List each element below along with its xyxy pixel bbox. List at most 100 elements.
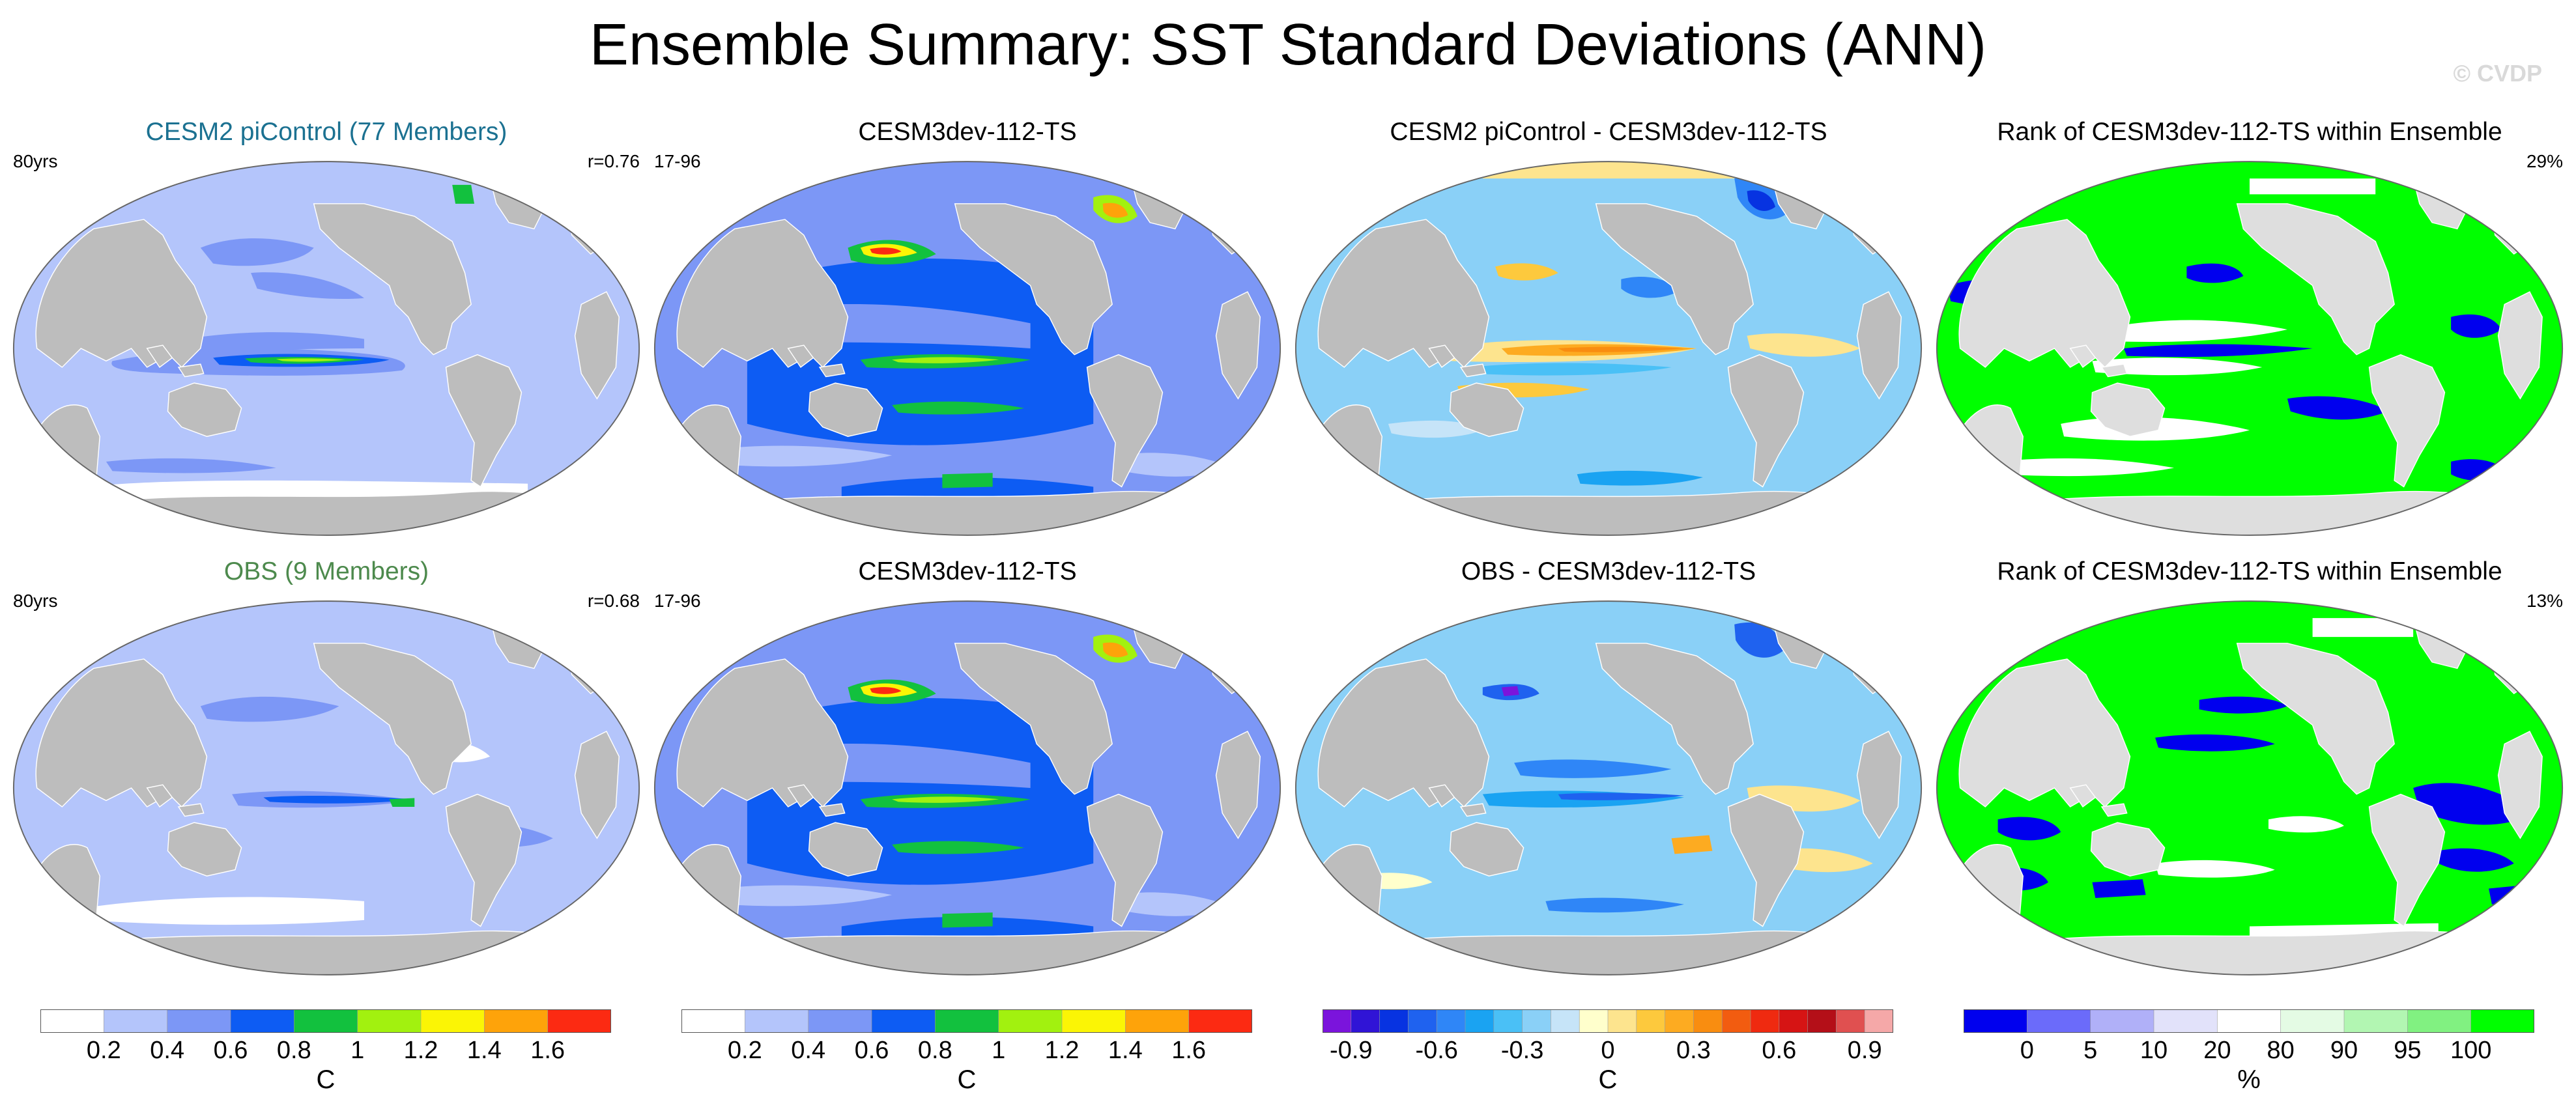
- contour-region: [1734, 622, 1785, 658]
- colorbar-tick-label: 1: [992, 1037, 1006, 1064]
- colorbar-tick-label: 95: [2394, 1037, 2422, 1064]
- colorbar-tick-label: 0.8: [917, 1037, 952, 1064]
- contour-region: [1388, 420, 1483, 438]
- contour-region: [2199, 696, 2287, 714]
- panel-right-label: r=0.76: [587, 151, 640, 171]
- land-mass: [146, 344, 173, 369]
- colorbar-tick-label: 1.2: [1044, 1037, 1080, 1064]
- colorbar-tick-label: 5: [2083, 1037, 2098, 1064]
- land-mass: [177, 363, 205, 378]
- contour-region: [2451, 459, 2508, 481]
- map-rank2: [1936, 600, 2564, 976]
- figure-title: Ensemble Summary: SST Standard Deviation…: [589, 12, 1987, 77]
- land-mass: [818, 803, 846, 817]
- land-mass: [1727, 793, 1805, 927]
- colorbar-tick-label: 80: [2267, 1037, 2295, 1064]
- land-mass: [574, 731, 620, 839]
- contour-region: [106, 458, 276, 473]
- colorbar-swatch: [484, 1009, 549, 1033]
- colorbar-swatch: [998, 1009, 1063, 1033]
- colorbar-swatch: [1188, 1009, 1252, 1033]
- colorbar-swatch: [2027, 1009, 2091, 1033]
- panel-left-label: 17-96: [654, 151, 701, 171]
- land-mass: [1318, 404, 1382, 500]
- land-mass: [676, 658, 849, 808]
- land-mass: [818, 363, 846, 378]
- colorbar-3: [1964, 1009, 2534, 1033]
- land-mass: [1086, 793, 1164, 927]
- land-mass: [2236, 203, 2395, 356]
- land-mass: [167, 382, 242, 437]
- colorbar-frame: [1323, 1009, 1893, 1033]
- contour-region: [870, 687, 902, 694]
- colorbar-tick-label: 1.4: [1108, 1037, 1143, 1064]
- land-mass: [167, 822, 242, 877]
- contour-region: [1621, 276, 1678, 298]
- colorbar-2: [1323, 1009, 1893, 1033]
- colorbar-tick-label: 0.2: [86, 1037, 121, 1064]
- colorbar-swatch: [2280, 1009, 2345, 1033]
- contour-region: [1495, 263, 1558, 281]
- colorbar-tick-label: -0.3: [1500, 1037, 1544, 1064]
- land-mass: [177, 803, 205, 817]
- panel-title: CESM2 piControl - CESM3dev-112-TS: [1390, 118, 1827, 146]
- land-mass: [2236, 643, 2395, 795]
- map-sd_obs: [12, 600, 640, 976]
- colorbar-units: C: [316, 1065, 336, 1094]
- colorbar-swatch: [547, 1009, 611, 1033]
- colorbar-tick-label: 100: [2450, 1037, 2492, 1064]
- colorbar-frame: [681, 1009, 1252, 1033]
- land-mass: [677, 404, 741, 500]
- colorbar-swatch: [1061, 1009, 1126, 1033]
- colorbar-tick-label: 0.2: [727, 1037, 762, 1064]
- map-diff: [1295, 161, 1923, 536]
- land-mass: [954, 643, 1113, 795]
- land-mass: [1959, 404, 2024, 500]
- contour-region: [892, 796, 999, 803]
- colorbar-swatch: [1779, 1009, 1809, 1033]
- contour-region: [1102, 203, 1128, 218]
- land-mass: [787, 784, 814, 808]
- panel-right-label: r=0.68: [587, 591, 640, 611]
- colorbar-swatch: [230, 1009, 295, 1033]
- contour-region: [715, 885, 893, 906]
- colorbar-1: [681, 1009, 1252, 1033]
- colorbar-swatch: [1125, 1009, 1190, 1033]
- land-mass: [787, 344, 814, 369]
- colorbar-tick-label: 0: [1601, 1037, 1615, 1064]
- contour-region: [2413, 783, 2533, 825]
- colorbar-tick-label: 0.9: [1847, 1037, 1882, 1064]
- colorbar-units: C: [1598, 1065, 1618, 1094]
- panel-title: Rank of CESM3dev-112-TS within Ensemble: [1997, 118, 2502, 146]
- contour-region: [2092, 358, 2263, 376]
- land-mass: [146, 784, 173, 808]
- colorbar-swatch: [1864, 1009, 1893, 1033]
- map-outline: [1295, 600, 1923, 976]
- land-mass: [2090, 822, 2166, 877]
- land-mass: [1428, 784, 1455, 808]
- land-mass: [676, 219, 849, 369]
- colorbar-swatch: [2343, 1009, 2409, 1033]
- land-mass: [2069, 344, 2097, 369]
- land-mass: [1317, 658, 1490, 808]
- colorbar-swatch: [104, 1009, 168, 1033]
- map-diff2: [1295, 600, 1923, 976]
- contour-region: [2438, 848, 2514, 872]
- contour-region: [87, 897, 364, 925]
- colorbar-swatch: [1721, 1009, 1751, 1033]
- contour-region: [1545, 897, 1684, 913]
- colorbar-swatch: [808, 1009, 872, 1033]
- colorbar-swatch: [1807, 1009, 1837, 1033]
- panel-title: CESM3dev-112-TS: [858, 118, 1077, 146]
- colorbar-tick-label: -0.9: [1330, 1037, 1373, 1064]
- contour-region: [2451, 314, 2502, 338]
- contour-region: [1470, 363, 1672, 376]
- colorbar-swatch: [2407, 1009, 2472, 1033]
- colorbar-tick-label: 0.6: [1762, 1037, 1797, 1064]
- colorbar-swatch: [1964, 1009, 2028, 1033]
- contour-region: [1747, 190, 1775, 211]
- contour-region: [169, 332, 364, 352]
- colorbar-tick-label: -0.6: [1415, 1037, 1458, 1064]
- contour-region: [2250, 178, 2376, 195]
- land-mass: [808, 822, 883, 877]
